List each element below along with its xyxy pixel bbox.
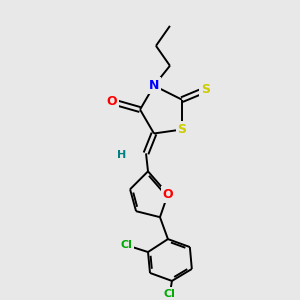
Text: O: O <box>163 188 173 201</box>
Text: N: N <box>149 79 159 92</box>
Text: Cl: Cl <box>164 289 176 299</box>
Text: Cl: Cl <box>120 240 132 250</box>
Text: S: S <box>177 123 186 136</box>
Text: H: H <box>118 150 127 161</box>
Text: S: S <box>201 83 210 96</box>
Text: O: O <box>107 95 118 108</box>
